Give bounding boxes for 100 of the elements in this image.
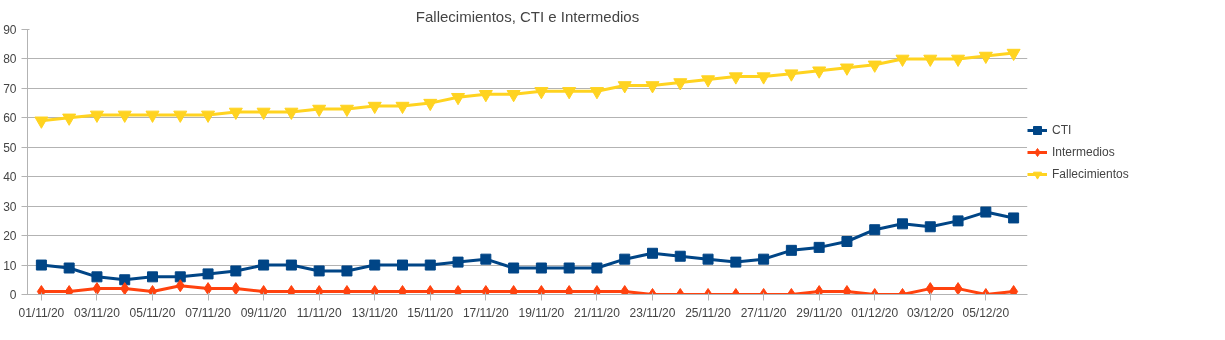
point — [453, 285, 463, 295]
point — [91, 271, 103, 283]
point — [256, 107, 271, 120]
point — [35, 259, 47, 271]
point — [201, 110, 216, 123]
point — [645, 81, 660, 94]
point — [397, 259, 408, 271]
point — [564, 285, 574, 295]
point — [1008, 212, 1020, 224]
chart-title: Fallecimientos, CTI e Intermedios — [415, 7, 640, 25]
point — [36, 285, 46, 295]
x-tick-label: 13/11/20 — [351, 305, 398, 320]
x-tick-label: 21/11/20 — [574, 305, 621, 320]
point — [395, 101, 410, 115]
point — [867, 60, 882, 73]
point — [64, 285, 74, 295]
point — [314, 285, 324, 295]
point — [312, 104, 327, 118]
x-tick-label: 09/11/20 — [240, 305, 287, 320]
legend-label: Fallecimientos — [1052, 167, 1129, 181]
point — [702, 253, 714, 265]
point — [117, 110, 132, 123]
point — [423, 98, 438, 112]
point — [841, 236, 853, 247]
point — [231, 282, 241, 295]
point — [452, 256, 464, 268]
point — [478, 90, 493, 103]
y-tick-label: 90 — [3, 23, 17, 37]
point — [230, 265, 242, 277]
point — [147, 271, 158, 283]
point — [120, 282, 130, 295]
point — [647, 247, 658, 259]
point — [620, 285, 630, 295]
point — [756, 72, 771, 85]
x-tick-label: 19/11/20 — [518, 305, 565, 320]
point — [591, 262, 603, 274]
point — [673, 78, 688, 91]
point — [228, 107, 243, 120]
point — [367, 101, 382, 115]
x-tick-label: 29/11/20 — [796, 305, 843, 320]
point — [34, 116, 49, 129]
x-tick-label: 03/12/20 — [906, 305, 954, 320]
point — [424, 259, 436, 271]
point — [89, 110, 104, 123]
point — [203, 282, 213, 295]
point — [674, 250, 686, 262]
point — [92, 282, 102, 295]
x-tick-label: 11/11/20 — [296, 305, 342, 320]
y-tick-label: 60 — [3, 111, 17, 126]
point — [1006, 48, 1021, 62]
x-tick-label: 07/11/20 — [185, 305, 232, 320]
point — [897, 218, 908, 230]
point — [481, 285, 491, 295]
point — [175, 279, 185, 293]
point — [148, 285, 157, 295]
point — [923, 54, 938, 67]
x-tick-label: 03/11/20 — [74, 305, 121, 320]
point — [535, 262, 547, 274]
y-tick-label: 40 — [3, 170, 17, 185]
x-tick-label: 05/12/20 — [962, 305, 1010, 320]
point — [953, 282, 963, 295]
point — [812, 66, 827, 79]
y-tick-label: 50 — [3, 140, 17, 155]
point — [842, 285, 852, 295]
x-tick-label: 05/11/20 — [129, 305, 176, 320]
y-tick-label: 0 — [9, 288, 17, 302]
y-tick-label: 70 — [3, 81, 17, 96]
y-tick-label: 30 — [3, 199, 17, 214]
point — [924, 221, 936, 233]
point — [869, 224, 881, 236]
point — [119, 274, 131, 286]
point — [952, 215, 964, 227]
point — [534, 87, 549, 100]
point — [785, 244, 797, 256]
y-tick-label: 20 — [3, 229, 17, 244]
point — [508, 262, 520, 274]
point — [951, 54, 966, 67]
point — [619, 253, 631, 265]
point — [701, 75, 716, 88]
point — [258, 259, 270, 271]
point — [784, 69, 799, 82]
legend-label: CTI — [1052, 123, 1072, 137]
point — [480, 253, 492, 265]
point — [451, 92, 466, 106]
point — [145, 110, 160, 123]
y-tick-label: 10 — [3, 258, 17, 273]
point — [285, 259, 297, 271]
point — [369, 259, 381, 271]
point — [980, 206, 992, 218]
x-tick-label: 23/11/20 — [629, 305, 676, 320]
point — [592, 285, 602, 295]
point — [814, 285, 824, 295]
point — [284, 107, 299, 120]
point — [341, 265, 353, 277]
x-tick-label: 27/11/20 — [740, 305, 787, 320]
point — [728, 72, 743, 85]
point — [925, 282, 935, 295]
legend-label: Intermedios — [1052, 145, 1115, 159]
point — [174, 271, 186, 283]
point — [398, 285, 407, 295]
